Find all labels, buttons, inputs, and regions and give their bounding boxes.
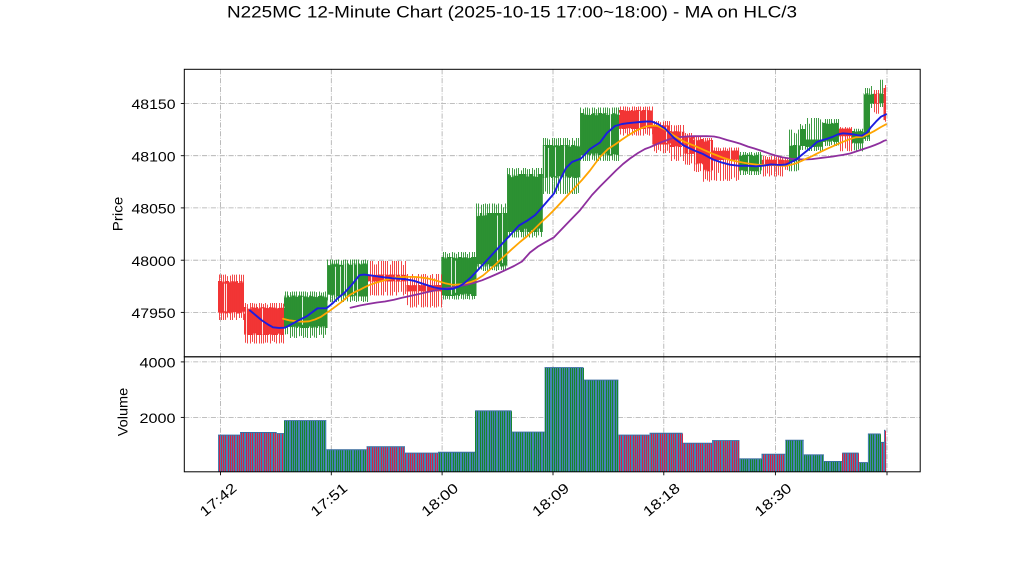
svg-text:Volume: Volume <box>115 388 131 437</box>
svg-text:47950: 47950 <box>132 306 176 322</box>
svg-text:48100: 48100 <box>132 149 176 165</box>
svg-text:48050: 48050 <box>132 202 176 218</box>
svg-text:4000: 4000 <box>140 356 176 372</box>
svg-text:2000: 2000 <box>140 411 176 427</box>
svg-text:48150: 48150 <box>132 97 176 113</box>
svg-text:Price: Price <box>109 197 125 232</box>
svg-text:48000: 48000 <box>132 254 176 270</box>
svg-text:N225MC 12-Minute Chart (2025-1: N225MC 12-Minute Chart (2025-10-15 17:00… <box>227 3 797 22</box>
